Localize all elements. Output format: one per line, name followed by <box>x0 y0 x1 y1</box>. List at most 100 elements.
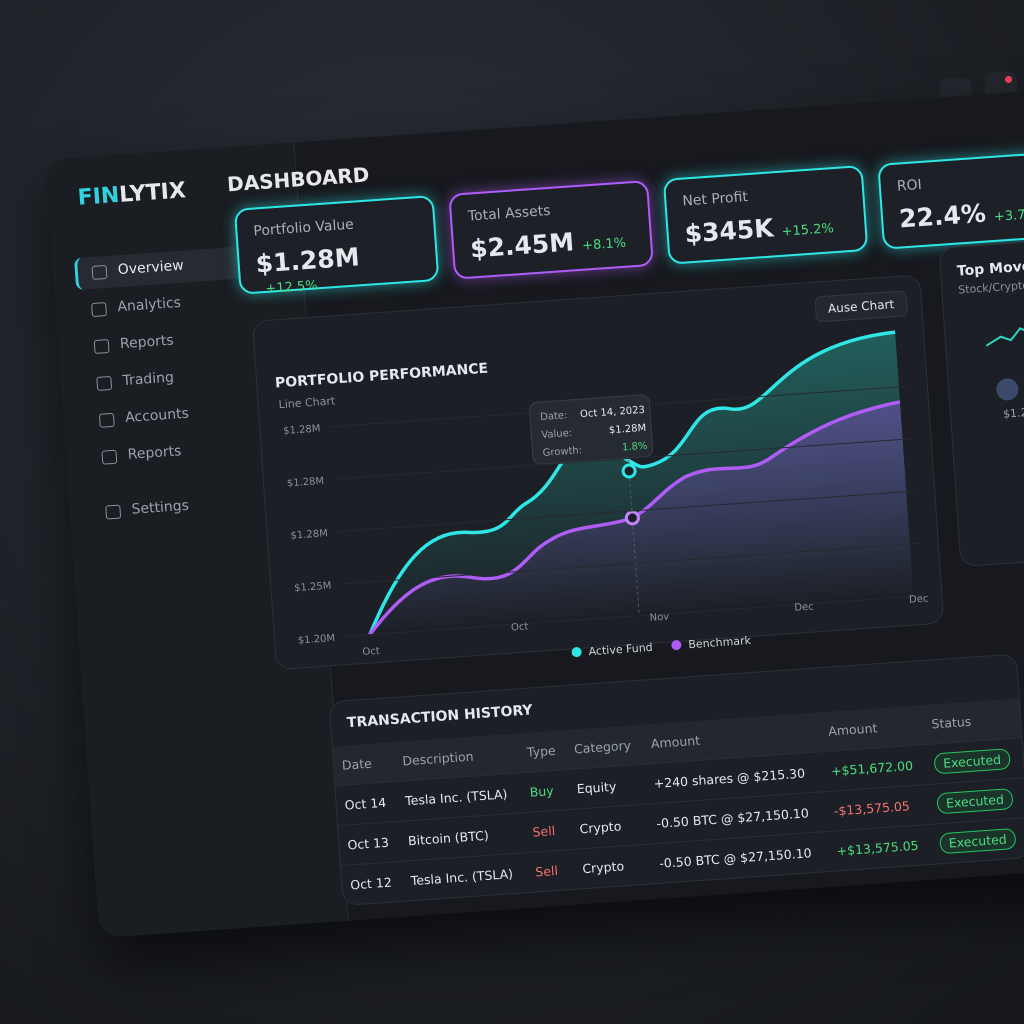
kpi-card: ROI 22.4% +3.7 <box>877 149 1024 250</box>
kpi-card: Net Profit $345K +15.2% <box>662 164 869 265</box>
tooltip-text: $1.28M <box>609 423 647 437</box>
legend-label: Active Fund <box>588 641 653 658</box>
performance-card: PORTFOLIO PERFORMANCE Line Chart Ause Ch… <box>251 274 945 671</box>
x-label: Oct <box>362 646 380 658</box>
transactions-title: TRANSACTION HISTORY <box>346 702 534 732</box>
nav-item[interactable]: Settings <box>91 484 293 530</box>
nav-list: Overview Analytics Reports Trading Accounts R… <box>45 143 293 518</box>
column-header: Category <box>564 724 645 770</box>
kpi-change: +12.5% <box>265 278 319 297</box>
kpi-label: Net Profit <box>681 189 749 210</box>
cell-text: +240 shares @ $215.30 <box>653 765 806 792</box>
cell: Equity <box>567 764 648 810</box>
cell: Executed <box>924 737 1024 785</box>
cell: Tesla Inc. (TSLA) <box>401 852 529 902</box>
cell-text: Tesla Inc. (TSLA) <box>404 786 508 809</box>
cell-text: Crypto <box>581 858 625 877</box>
notification-dot <box>1005 76 1012 83</box>
cell: Sell <box>525 849 576 893</box>
cell: Sell <box>523 809 574 853</box>
cell-text: Oct 14 <box>344 794 387 813</box>
legend-swatch <box>571 647 582 658</box>
kpi-value: $2.45M <box>469 227 575 264</box>
column-header: Status <box>922 698 1022 745</box>
cell: Oct 12 <box>340 861 405 906</box>
kpi-card: Total Assets $2.45M +8.1% <box>448 179 654 280</box>
brand-suffix: LYTIX <box>118 178 187 208</box>
benchmark-line <box>368 400 901 636</box>
cell-text: -0.50 BTC @ $27,150.10 <box>658 845 813 871</box>
cell-text: +$13,575.05 <box>836 837 920 859</box>
cell-text: Tesla Inc. (TSLA) <box>410 866 514 889</box>
tooltip-text: Oct 14, 2023 <box>580 405 646 421</box>
grid-line <box>341 542 920 585</box>
cell: Oct 14 <box>335 781 399 826</box>
cell-text: Equity <box>576 778 617 797</box>
column-header: Date <box>332 742 396 786</box>
tooltip-text: Growth: <box>542 445 582 459</box>
x-label: Oct <box>511 621 529 633</box>
kpi-change: +8.1% <box>581 235 627 254</box>
y-label: $1.28M <box>283 423 321 437</box>
grid-line <box>337 490 917 532</box>
y-label: $1.28M <box>290 528 328 542</box>
brand: FINLYTIX <box>77 178 187 210</box>
cell: Executed <box>927 777 1024 825</box>
kpi-card: Portfolio Value $1.28M+12.5% <box>233 194 440 297</box>
cell-text: Buy <box>529 783 555 800</box>
mover-value: $1.28M <box>1002 404 1024 421</box>
x-label: Nov <box>649 612 669 624</box>
cell-text: Sell <box>534 862 559 880</box>
cell-text: -$13,575.05 <box>833 798 911 819</box>
kpi-value: 22.4% <box>898 198 987 234</box>
transactions-card: TRANSACTION HISTORY Date Description Type C… <box>328 653 1024 907</box>
cell-text: Bitcoin (BTC) <box>407 827 490 849</box>
kpi-label: Total Assets <box>467 202 552 225</box>
y-label: $1.25M <box>294 581 332 595</box>
y-label: $1.20M <box>298 633 336 647</box>
grid-line <box>333 438 913 480</box>
cell-text: Crypto <box>579 818 622 837</box>
y-label: $1.28M <box>287 476 325 490</box>
brand-prefix: FIN <box>76 182 121 211</box>
eth-icon <box>996 378 1019 401</box>
top-movers-card: Top Movers Stock/Crypto Stoock$1.28MBi$2… <box>938 233 1024 568</box>
cell: Oct 13 <box>338 821 402 866</box>
app-panel: FINLYTIX Overview Analytics Reports Trading… <box>45 87 1024 939</box>
sparkline <box>985 300 1024 347</box>
cell-text: Oct 12 <box>349 874 393 893</box>
cell: Crypto <box>570 804 650 850</box>
x-label: Dec <box>909 593 929 605</box>
sparklines <box>985 300 1024 401</box>
cell: +$13,575.05 <box>827 824 934 872</box>
column-header: Type <box>517 730 568 773</box>
cell-text: Sell <box>532 823 556 840</box>
x-label: Dec <box>794 601 814 613</box>
cell-text: Oct 13 <box>347 834 390 853</box>
legend-swatch <box>671 640 682 651</box>
cell-text: -0.50 BTC @ $27,150.10 <box>656 805 810 831</box>
kpi-value: $345K <box>683 213 775 249</box>
legend-label: Benchmark <box>688 634 752 651</box>
kpi-change: +3.7 <box>993 207 1024 225</box>
kpi-label: Portfolio Value <box>252 216 355 240</box>
cell: Executed <box>930 817 1024 865</box>
kpi-label: ROI <box>896 176 923 195</box>
cell-text: +$51,672.00 <box>830 757 914 779</box>
hover-point <box>624 510 640 526</box>
cell: Buy <box>520 769 571 813</box>
performance-chart: $1.28M $1.28M $1.28M $1.25M $1.20M Oct Oct Nov D… <box>283 330 929 658</box>
status-badge: Executed <box>933 748 1011 775</box>
kpi-change: +15.2% <box>781 221 835 240</box>
tooltip-text: Date: <box>540 410 568 423</box>
grid-line <box>330 385 909 428</box>
tooltip-text: Value: <box>541 428 573 441</box>
kpi-value: $1.28M <box>254 242 361 279</box>
transactions-table: Date Description Type Category Amount Amount S… <box>332 698 1024 906</box>
status-badge: Executed <box>939 827 1017 855</box>
nav-item[interactable]: Reports <box>87 429 289 475</box>
tooltip-text: 1.8% <box>622 441 648 454</box>
grid-line <box>344 595 924 637</box>
